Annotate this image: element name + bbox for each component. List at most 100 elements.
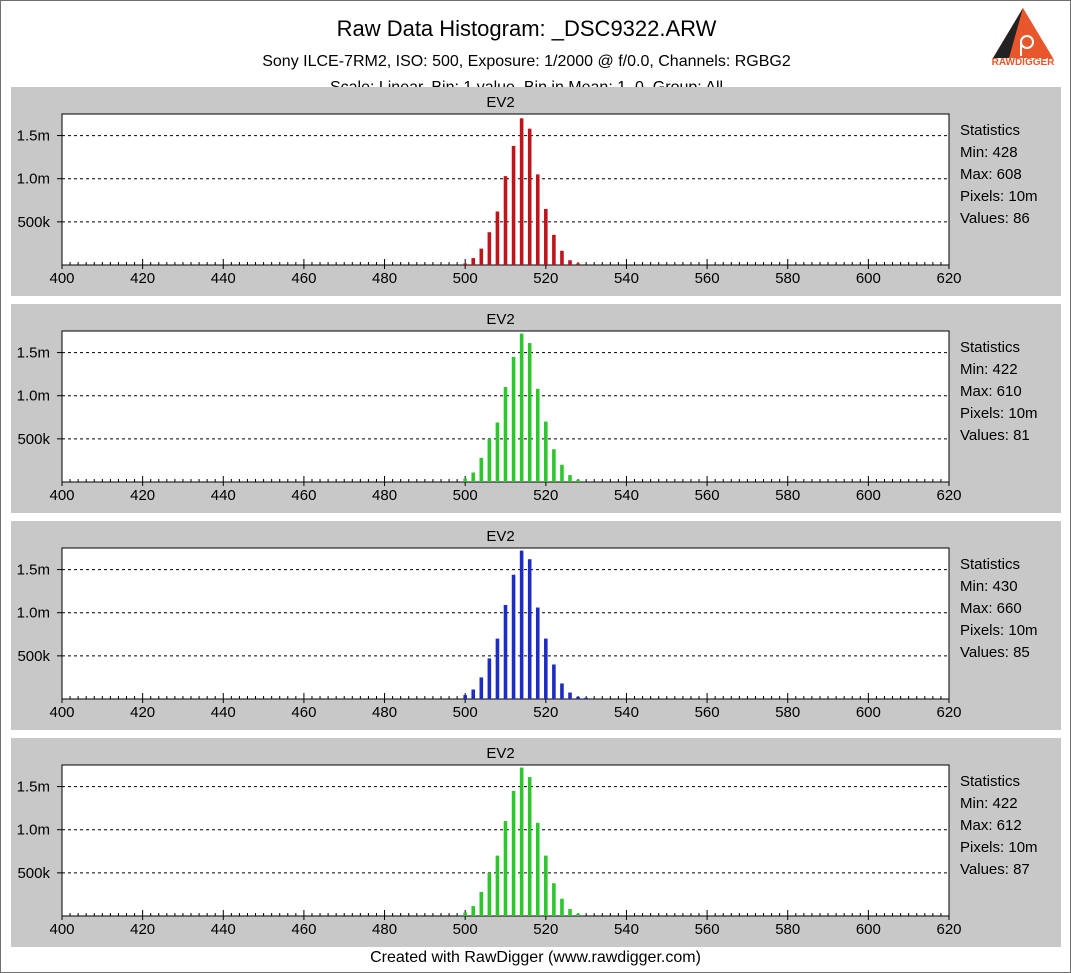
x-tick-label: 440 <box>211 921 236 938</box>
histogram-bar <box>503 821 508 916</box>
x-tick-label: 420 <box>130 487 155 504</box>
x-tick-label: 520 <box>533 704 558 721</box>
histogram-bar <box>471 689 476 699</box>
x-tick-label: 520 <box>533 921 558 938</box>
histogram-bar <box>487 872 492 916</box>
histogram-bar <box>519 767 524 916</box>
x-tick-label: 400 <box>49 487 74 504</box>
stats-values: Values: 81 <box>960 427 1030 444</box>
histogram-bar <box>479 457 484 482</box>
histogram-bar <box>568 692 572 699</box>
stats-min: Min: 430 <box>960 578 1018 595</box>
stats-heading: Statistics <box>960 122 1020 139</box>
stats-pixels: Pixels: 10m <box>960 405 1038 422</box>
histogram-bar <box>487 438 492 482</box>
stats-max: Max: 612 <box>960 817 1022 834</box>
x-tick-label: 500 <box>453 704 478 721</box>
y-tick-label: 500k <box>17 431 50 448</box>
histogram-bar <box>552 449 556 482</box>
logo-wordmark: RAWDIGGER <box>991 57 1055 68</box>
x-tick-label: 480 <box>372 487 397 504</box>
histogram-bar <box>544 421 548 482</box>
x-tick-label: 540 <box>614 921 639 938</box>
histogram-bar <box>576 696 580 699</box>
x-tick-label: 460 <box>291 921 316 938</box>
page-title: Raw Data Histogram: _DSC9322.ARW <box>336 16 717 41</box>
stats-pixels: Pixels: 10m <box>960 839 1038 856</box>
stats-max: Max: 660 <box>960 600 1022 617</box>
histogram-bar <box>552 883 556 916</box>
x-tick-label: 400 <box>49 270 74 287</box>
histogram-bar <box>463 912 467 916</box>
histogram-bar <box>576 479 580 482</box>
histogram-bar <box>471 906 476 916</box>
y-tick-label: 1.5m <box>17 779 50 796</box>
x-tick-label: 620 <box>936 921 961 938</box>
histogram-bar <box>463 263 467 265</box>
histogram-bar <box>535 174 540 265</box>
chart-title: EV2 <box>486 94 514 111</box>
x-tick-label: 440 <box>211 704 236 721</box>
stats-heading: Statistics <box>960 773 1020 790</box>
x-tick-label: 560 <box>695 270 720 287</box>
x-tick-label: 420 <box>130 270 155 287</box>
histogram-bar <box>535 388 540 482</box>
page-subtitle: Sony ILCE-7RM2, ISO: 500, Exposure: 1/20… <box>262 53 791 70</box>
histogram-bar <box>527 343 532 482</box>
histogram-bar <box>479 677 484 699</box>
histogram-bar <box>511 574 516 699</box>
histogram-bar <box>495 211 500 265</box>
stats-pixels: Pixels: 10m <box>960 622 1038 639</box>
histogram-bar <box>544 855 548 916</box>
y-tick-label: 1.0m <box>17 171 50 188</box>
x-tick-label: 540 <box>614 487 639 504</box>
x-tick-label: 560 <box>695 704 720 721</box>
histogram-bar <box>544 208 548 265</box>
x-tick-label: 600 <box>856 270 881 287</box>
x-tick-label: 460 <box>291 487 316 504</box>
x-tick-label: 400 <box>49 921 74 938</box>
x-tick-label: 620 <box>936 487 961 504</box>
x-tick-label: 540 <box>614 704 639 721</box>
rawdigger-logo-icon <box>993 8 1053 58</box>
histogram-bar <box>584 697 588 699</box>
histogram-bar <box>495 422 500 482</box>
histogram-bar <box>495 855 500 916</box>
histogram-bar <box>527 559 532 699</box>
histogram-bar <box>527 777 532 916</box>
histogram-bar <box>511 145 516 265</box>
histogram-bar <box>552 664 556 699</box>
x-tick-label: 400 <box>49 704 74 721</box>
histogram-bar <box>568 475 572 482</box>
x-tick-label: 540 <box>614 270 639 287</box>
y-tick-label: 500k <box>17 865 50 882</box>
stats-min: Min: 422 <box>960 361 1018 378</box>
stats-values: Values: 87 <box>960 861 1030 878</box>
histogram-bar <box>560 898 564 916</box>
x-tick-label: 520 <box>533 487 558 504</box>
stats-values: Values: 85 <box>960 644 1030 661</box>
y-tick-label: 1.0m <box>17 605 50 622</box>
y-tick-label: 500k <box>17 214 50 231</box>
x-tick-label: 440 <box>211 487 236 504</box>
x-tick-label: 460 <box>291 270 316 287</box>
histogram-panel-b: EV2 500k 1.0m 1.5m 400 420 440 460 480 500 520 540 5… <box>11 521 1061 730</box>
x-tick-label: 520 <box>533 270 558 287</box>
x-tick-label: 560 <box>695 921 720 938</box>
x-tick-label: 560 <box>695 487 720 504</box>
x-tick-label: 420 <box>130 704 155 721</box>
histogram-bar <box>463 478 467 482</box>
histogram-bar <box>560 683 564 699</box>
y-tick-label: 1.0m <box>17 388 50 405</box>
histogram-bar <box>479 891 484 916</box>
histogram-panel-g: EV2 500k 1.0m 1.5m 400 420 440 460 480 500 520 540 5… <box>11 304 1061 513</box>
stats-min: Min: 422 <box>960 795 1018 812</box>
histogram-bar <box>471 258 476 265</box>
stats-heading: Statistics <box>960 556 1020 573</box>
stats-pixels: Pixels: 10m <box>960 188 1038 205</box>
chart-title: EV2 <box>486 528 514 545</box>
histogram-bar <box>527 128 532 265</box>
x-tick-label: 580 <box>775 270 800 287</box>
x-tick-label: 480 <box>372 270 397 287</box>
